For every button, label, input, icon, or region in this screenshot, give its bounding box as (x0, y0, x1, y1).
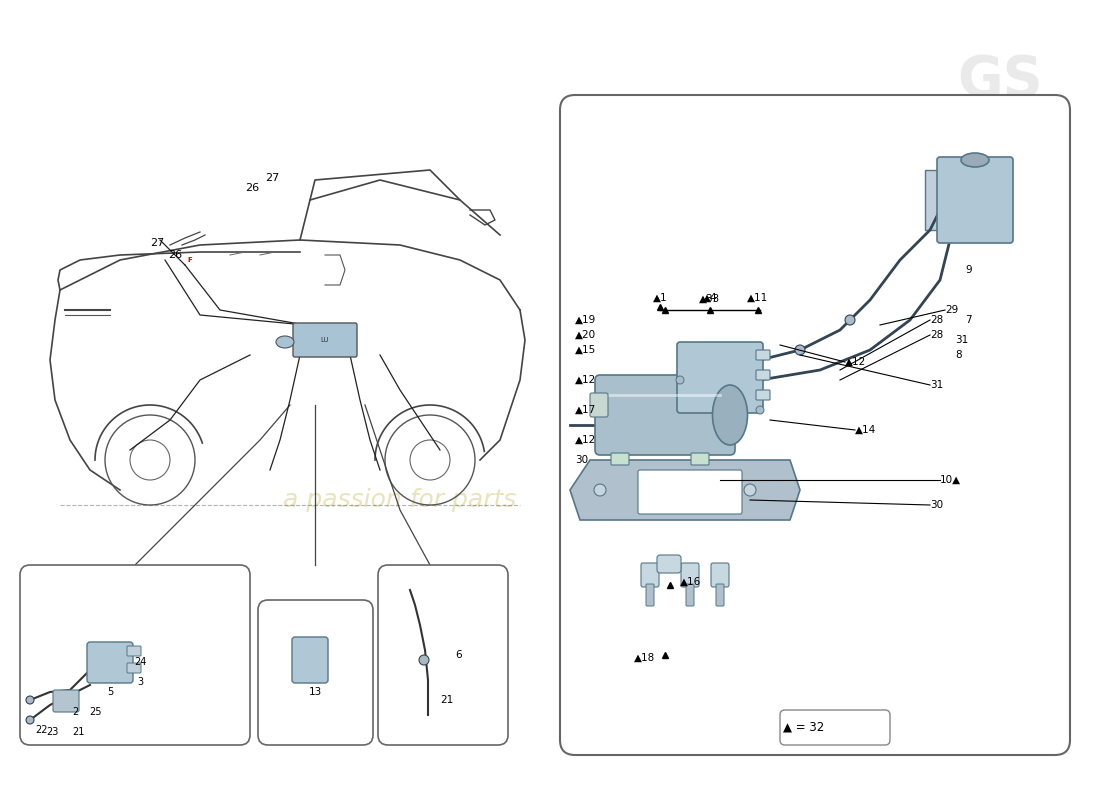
FancyBboxPatch shape (378, 565, 508, 745)
Polygon shape (570, 460, 800, 520)
Text: 21: 21 (72, 727, 85, 737)
Text: 30: 30 (930, 500, 943, 510)
Ellipse shape (961, 153, 989, 167)
Text: ▲12: ▲12 (575, 375, 596, 385)
FancyBboxPatch shape (937, 157, 1013, 243)
FancyBboxPatch shape (87, 642, 133, 683)
Text: a passion for parts: a passion for parts (284, 488, 517, 512)
Polygon shape (925, 170, 940, 230)
FancyBboxPatch shape (657, 555, 681, 573)
FancyBboxPatch shape (20, 565, 250, 745)
Text: ▲14: ▲14 (855, 425, 877, 435)
Text: 22: 22 (35, 725, 48, 735)
Text: 24: 24 (134, 657, 146, 667)
Text: ▲ = 32: ▲ = 32 (783, 721, 824, 734)
FancyBboxPatch shape (756, 370, 770, 380)
Text: 3: 3 (136, 677, 143, 687)
FancyBboxPatch shape (126, 663, 141, 673)
FancyBboxPatch shape (595, 375, 735, 455)
Text: 28: 28 (930, 330, 944, 340)
Text: 10▲: 10▲ (940, 475, 961, 485)
Text: 2: 2 (72, 707, 78, 717)
Text: ▲15: ▲15 (575, 345, 596, 355)
Circle shape (744, 484, 756, 496)
Circle shape (419, 655, 429, 665)
FancyBboxPatch shape (716, 584, 724, 606)
Text: ▲20: ▲20 (575, 330, 596, 340)
Text: 9: 9 (965, 265, 971, 275)
FancyBboxPatch shape (590, 393, 608, 417)
Text: 30: 30 (575, 455, 589, 465)
Text: ▲12: ▲12 (575, 435, 596, 445)
Circle shape (756, 406, 764, 414)
Circle shape (26, 696, 34, 704)
Text: ▲4: ▲4 (703, 293, 717, 303)
Text: 27: 27 (265, 173, 279, 183)
Circle shape (676, 376, 684, 384)
FancyBboxPatch shape (610, 453, 629, 465)
FancyBboxPatch shape (641, 563, 659, 587)
FancyBboxPatch shape (293, 323, 358, 357)
Text: ▲16: ▲16 (680, 577, 702, 587)
Text: F: F (188, 257, 192, 263)
Text: 26: 26 (245, 183, 260, 193)
Text: 21: 21 (440, 695, 453, 705)
FancyBboxPatch shape (676, 342, 763, 413)
Circle shape (795, 345, 805, 355)
Ellipse shape (713, 385, 748, 445)
Text: ▲1: ▲1 (652, 293, 668, 303)
Circle shape (594, 484, 606, 496)
Text: 31: 31 (930, 380, 944, 390)
Text: 31: 31 (955, 335, 968, 345)
FancyBboxPatch shape (756, 390, 770, 400)
FancyBboxPatch shape (646, 584, 654, 606)
Text: 28: 28 (930, 315, 944, 325)
Circle shape (845, 315, 855, 325)
Text: 6: 6 (455, 650, 462, 660)
FancyBboxPatch shape (258, 600, 373, 745)
FancyBboxPatch shape (126, 646, 141, 656)
Ellipse shape (276, 336, 294, 348)
FancyBboxPatch shape (780, 710, 890, 745)
FancyBboxPatch shape (638, 470, 743, 514)
Text: ▲33: ▲33 (700, 294, 720, 304)
FancyBboxPatch shape (686, 584, 694, 606)
Text: 25: 25 (89, 707, 101, 717)
FancyBboxPatch shape (292, 637, 328, 683)
FancyBboxPatch shape (681, 563, 698, 587)
Text: ▲17: ▲17 (575, 405, 596, 415)
FancyBboxPatch shape (691, 453, 710, 465)
Text: 7: 7 (965, 315, 971, 325)
Text: ▲11: ▲11 (747, 293, 769, 303)
Text: 23: 23 (46, 727, 58, 737)
FancyBboxPatch shape (53, 690, 79, 712)
FancyBboxPatch shape (711, 563, 729, 587)
FancyBboxPatch shape (560, 95, 1070, 755)
Text: 5: 5 (107, 687, 113, 697)
Text: ▲12: ▲12 (845, 357, 867, 367)
Text: 29: 29 (945, 305, 958, 315)
FancyBboxPatch shape (756, 350, 770, 360)
Text: ▲19: ▲19 (575, 315, 596, 325)
Text: GS: GS (957, 53, 1043, 107)
Text: 8: 8 (955, 350, 961, 360)
Text: LU: LU (321, 337, 329, 343)
Text: 27: 27 (150, 238, 164, 248)
Text: 13: 13 (308, 687, 321, 697)
Text: 26: 26 (168, 250, 183, 260)
Text: ▲18: ▲18 (634, 653, 654, 663)
Circle shape (26, 716, 34, 724)
